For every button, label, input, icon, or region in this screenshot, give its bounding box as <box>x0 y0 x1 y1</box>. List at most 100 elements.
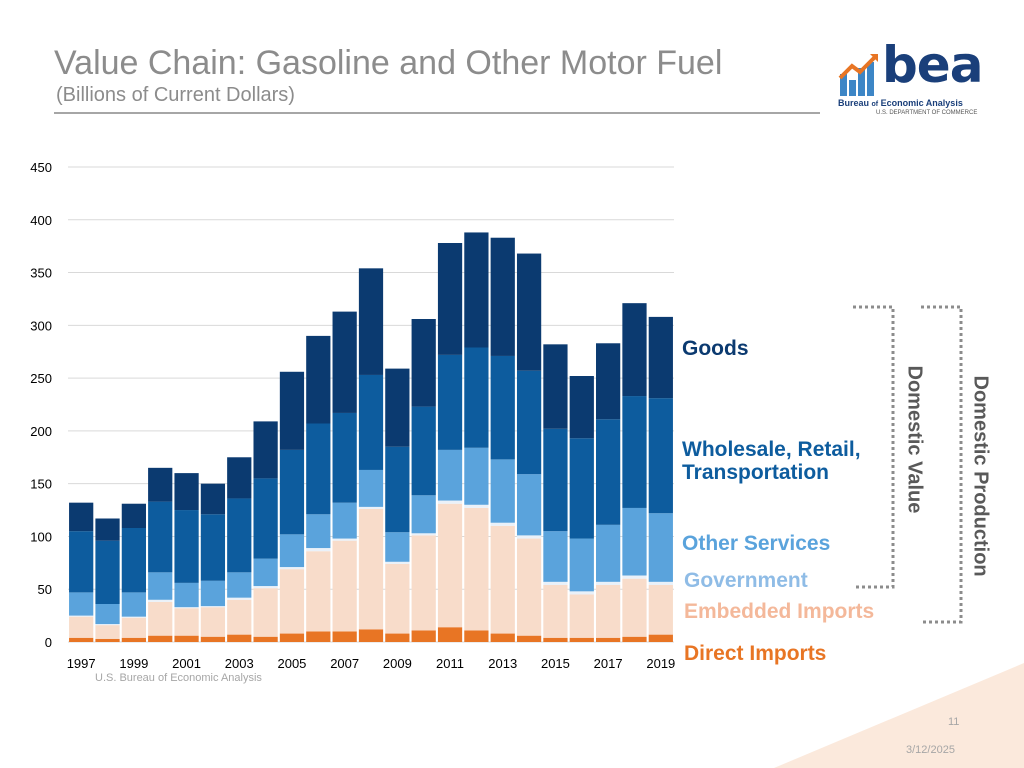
x-tick-label: 2005 <box>277 656 306 671</box>
bar-stack-2008 <box>358 268 384 642</box>
bar-other_services-2012 <box>464 447 489 505</box>
bar-embedded_imports-2002 <box>200 607 226 637</box>
domestic-production-bracket <box>921 305 963 624</box>
bar-stack-2006 <box>306 335 331 642</box>
bar-government-2016 <box>569 591 594 595</box>
bar-stack-2016 <box>569 376 594 642</box>
bar-stack-1998 <box>95 518 120 642</box>
bar-stack-2010 <box>411 319 436 642</box>
bar-direct_imports-2010 <box>411 630 436 642</box>
bar-wholesale-2016 <box>569 438 594 539</box>
bar-other_services-2018 <box>622 507 647 576</box>
y-tick-label: 100 <box>30 529 52 544</box>
bar-wholesale-2015 <box>543 428 568 532</box>
bar-direct_imports-1999 <box>121 637 146 642</box>
bar-other_services-2017 <box>596 524 621 582</box>
slide-number: 11 <box>948 716 960 728</box>
bar-other_services-2016 <box>569 538 594 592</box>
bar-direct_imports-2013 <box>490 633 515 642</box>
bar-direct_imports-2008 <box>358 629 384 642</box>
bar-wholesale-2014 <box>516 370 542 475</box>
bar-goods-1997 <box>69 502 94 532</box>
bar-wholesale-2003 <box>227 498 252 573</box>
y-tick-label: 400 <box>30 213 52 228</box>
bar-other_services-1998 <box>95 604 120 625</box>
bar-wholesale-2002 <box>200 514 226 581</box>
bar-government-2013 <box>490 522 515 526</box>
bar-wholesale-2006 <box>306 423 331 515</box>
bar-other_services-2007 <box>332 502 357 539</box>
bar-government-2005 <box>279 567 305 570</box>
bar-embedded_imports-2007 <box>332 540 357 632</box>
x-tick-label: 1997 <box>67 656 96 671</box>
bea-logo-name: Bureau of Economic Analysis <box>838 98 963 108</box>
bar-other_services-1999 <box>121 592 146 617</box>
bar-wholesale-2005 <box>279 449 305 535</box>
bar-direct_imports-2003 <box>227 634 252 642</box>
bar-direct_imports-2009 <box>385 633 410 642</box>
bar-wholesale-1998 <box>95 540 120 604</box>
bar-stack-2015 <box>543 344 568 642</box>
bar-embedded_imports-2003 <box>227 599 252 635</box>
bar-wholesale-2004 <box>253 478 278 559</box>
bar-embedded_imports-2001 <box>174 608 199 636</box>
bar-other_services-2005 <box>279 534 305 568</box>
bar-goods-2009 <box>385 368 410 447</box>
bar-wholesale-2013 <box>490 355 515 460</box>
legend-embedded-imports: Embedded Imports <box>684 600 875 623</box>
bar-other_services-2008 <box>358 469 384 507</box>
bar-embedded_imports-2015 <box>543 585 568 638</box>
bar-goods-2008 <box>358 268 384 375</box>
bar-goods-2013 <box>490 237 515 356</box>
bar-other_services-2001 <box>174 582 199 608</box>
bar-other_services-2013 <box>490 459 515 523</box>
bar-embedded_imports-2009 <box>385 563 410 634</box>
bar-embedded_imports-2005 <box>279 569 305 634</box>
bar-embedded_imports-2010 <box>411 535 436 631</box>
bar-direct_imports-1997 <box>69 637 94 642</box>
bea-logo-icon <box>838 54 878 96</box>
bar-other_services-2009 <box>385 532 410 562</box>
bar-stack-2000 <box>148 467 173 642</box>
bar-government-2017 <box>596 581 621 585</box>
x-tick-label: 2017 <box>594 656 623 671</box>
bar-government-2001 <box>174 607 199 609</box>
bar-embedded_imports-2014 <box>516 538 542 636</box>
brackets <box>853 305 963 624</box>
bar-stack-2005 <box>279 371 305 642</box>
bar-wholesale-2008 <box>358 374 384 470</box>
bar-government-2007 <box>332 538 357 541</box>
bar-stack-2014 <box>516 253 542 642</box>
bar-stack-2004 <box>253 421 278 642</box>
bar-government-2009 <box>385 561 410 564</box>
bar-goods-2014 <box>516 253 542 371</box>
bar-goods-2012 <box>464 232 489 348</box>
legend-wholesale-line1: Wholesale, Retail, <box>682 438 861 461</box>
bar-direct_imports-2005 <box>279 633 305 642</box>
bar-other_services-2003 <box>227 572 252 598</box>
x-tick-label: 2009 <box>383 656 412 671</box>
bar-government-2006 <box>306 548 331 552</box>
y-tick-label: 50 <box>38 582 52 597</box>
bar-wholesale-2007 <box>332 412 357 503</box>
legend-other-services: Other Services <box>682 532 831 555</box>
bar-goods-2002 <box>200 483 226 515</box>
x-tick-label: 2015 <box>541 656 570 671</box>
bars <box>69 232 673 642</box>
legend-wholesale: Wholesale, Retail, Transportation <box>682 438 861 484</box>
bar-government-2015 <box>543 581 568 585</box>
bar-stack-2019 <box>648 316 673 642</box>
legend-direct-imports: Direct Imports <box>684 642 827 665</box>
bar-stack-2011 <box>437 243 463 642</box>
x-tick-label: 2001 <box>172 656 201 671</box>
bar-government-2002 <box>200 606 226 608</box>
bar-direct_imports-2000 <box>148 635 173 642</box>
bar-other_services-1997 <box>69 592 94 616</box>
bar-goods-2001 <box>174 473 199 511</box>
y-tick-label: 150 <box>30 477 52 492</box>
bar-direct_imports-2014 <box>516 635 542 642</box>
bar-embedded_imports-2017 <box>596 585 621 638</box>
bar-goods-2017 <box>596 343 621 420</box>
bar-other_services-2010 <box>411 495 436 534</box>
